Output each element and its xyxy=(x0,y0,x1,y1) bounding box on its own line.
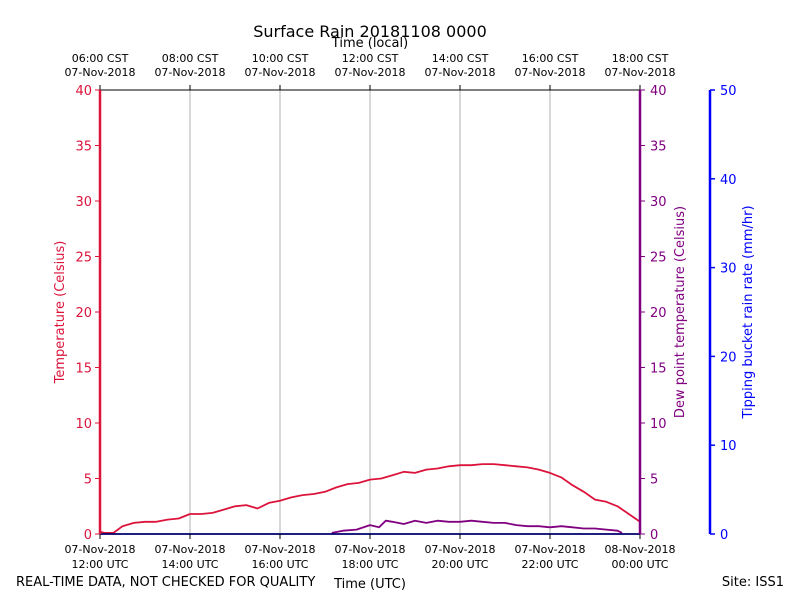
bottom-tick-date: 07-Nov-2018 xyxy=(244,543,315,556)
rain-tick-label: 30 xyxy=(720,262,737,277)
top-tick-time: 06:00 CST xyxy=(72,52,129,65)
dewpoint-tick-label: 20 xyxy=(650,306,667,321)
temperature-axis-label: Temperature (Celsius) xyxy=(53,241,68,385)
x-axis-label: Time (UTC) xyxy=(333,577,406,592)
bottom-ticks: 07-Nov-2018 12:00 UTC 07-Nov-2018 14:00 UTC… xyxy=(64,534,676,571)
dewpoint-tick-label: 15 xyxy=(650,362,667,377)
rain-tick-label: 0 xyxy=(720,528,728,543)
dewpoint-tick-label: 35 xyxy=(650,140,667,155)
temperature-tick-label: 25 xyxy=(75,251,92,266)
bottom-tick-time: 00:00 UTC xyxy=(611,558,668,571)
bottom-tick-date: 07-Nov-2018 xyxy=(424,543,495,556)
temperature-tick-label: 30 xyxy=(75,195,92,210)
temperature-tick-label: 35 xyxy=(75,140,92,155)
top-tick-date: 07-Nov-2018 xyxy=(244,66,315,79)
temperature-line xyxy=(99,463,641,534)
bottom-tick-time: 22:00 UTC xyxy=(521,558,578,571)
top-tick-date: 07-Nov-2018 xyxy=(514,66,585,79)
top-tick-date: 07-Nov-2018 xyxy=(154,66,225,79)
temperature-tick-label: 20 xyxy=(75,306,92,321)
bottom-tick-date: 07-Nov-2018 xyxy=(514,543,585,556)
temperature-tick-label: 10 xyxy=(75,417,92,432)
top-tick-date: 07-Nov-2018 xyxy=(334,66,405,79)
bottom-tick-date: 07-Nov-2018 xyxy=(154,543,225,556)
rain-tick-label: 20 xyxy=(720,350,737,365)
bottom-tick-time: 18:00 UTC xyxy=(341,558,398,571)
dewpoint-tick-label: 10 xyxy=(650,417,667,432)
quality-disclaimer: REAL-TIME DATA, NOT CHECKED FOR QUALITY xyxy=(16,575,316,590)
temperature-ticks: 0 5 10 15 20 25 30 35 40 xyxy=(75,84,100,543)
top-tick-date: 07-Nov-2018 xyxy=(64,66,135,79)
bottom-tick-date: 07-Nov-2018 xyxy=(64,543,135,556)
top-tick-time: 18:00 CST xyxy=(612,52,669,65)
bottom-tick-time: 20:00 UTC xyxy=(431,558,488,571)
top-tick-time: 10:00 CST xyxy=(252,52,309,65)
top-tick-time: 14:00 CST xyxy=(432,52,489,65)
dewpoint-tick-label: 40 xyxy=(650,84,667,99)
rain-tick-label: 10 xyxy=(720,439,737,454)
temperature-tick-label: 40 xyxy=(75,84,92,99)
site-label: Site: ISS1 xyxy=(721,575,784,590)
rain-tick-label: 40 xyxy=(720,173,737,188)
dewpoint-axis-label: Dew point temperature (Celsius) xyxy=(673,206,688,418)
rain-tick-label: 50 xyxy=(720,84,737,99)
rain-axis-label: Tipping bucket rain rate (mm/hr) xyxy=(741,205,756,419)
rain-ticks: 0 10 20 30 40 50 xyxy=(710,84,737,543)
top-tick-date: 07-Nov-2018 xyxy=(424,66,495,79)
dewpoint-tick-label: 5 xyxy=(650,473,658,488)
temperature-tick-label: 5 xyxy=(84,473,92,488)
grid-lines xyxy=(189,90,551,534)
chart-title: Surface Rain 20181108 0000 xyxy=(253,22,487,41)
top-tick-time: 16:00 CST xyxy=(522,52,579,65)
bottom-tick-time: 14:00 UTC xyxy=(161,558,218,571)
top-tick-time: 08:00 CST xyxy=(162,52,219,65)
temperature-tick-label: 0 xyxy=(84,528,92,543)
top-axis-label: Time (local) xyxy=(331,36,408,51)
bottom-tick-time: 12:00 UTC xyxy=(71,558,128,571)
bottom-tick-date: 08-Nov-2018 xyxy=(604,543,675,556)
dewpoint-tick-label: 30 xyxy=(650,195,667,210)
dewpoint-ticks: 0 5 10 15 20 25 30 35 40 xyxy=(640,84,667,543)
top-tick-date: 07-Nov-2018 xyxy=(604,66,675,79)
bottom-tick-time: 16:00 UTC xyxy=(251,558,308,571)
dew-point-line xyxy=(331,519,623,534)
dewpoint-tick-label: 25 xyxy=(650,251,667,266)
bottom-tick-date: 07-Nov-2018 xyxy=(334,543,405,556)
dewpoint-tick-label: 0 xyxy=(650,528,658,543)
temperature-tick-label: 15 xyxy=(75,362,92,377)
top-tick-time: 12:00 CST xyxy=(342,52,399,65)
